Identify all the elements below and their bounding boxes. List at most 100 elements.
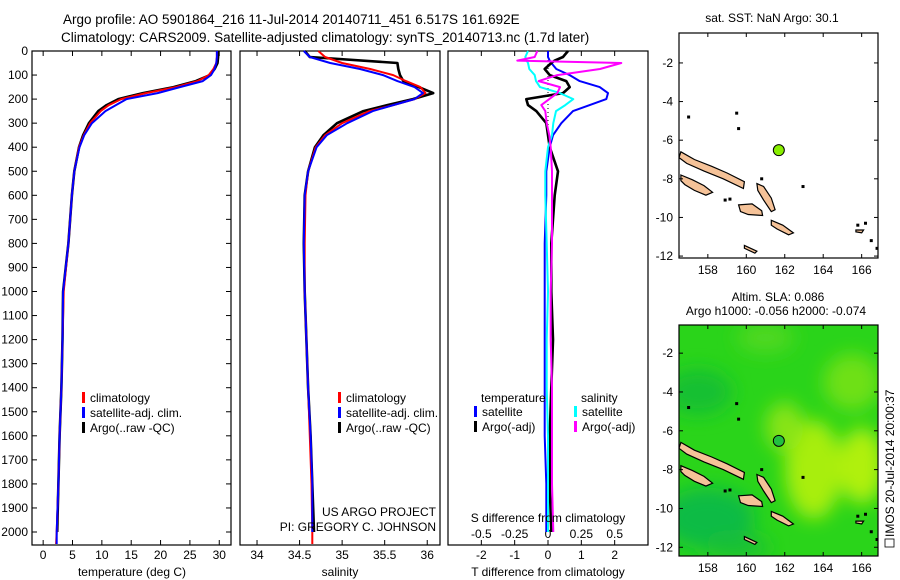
- climatology-legend-label: climatology: [90, 391, 150, 405]
- small-island: [687, 406, 691, 409]
- x-tick-label: -2: [476, 548, 487, 562]
- salinity-panel-frame: [239, 50, 441, 546]
- satellite-legend-swatch: [82, 407, 85, 418]
- small-island: [760, 177, 764, 181]
- latitude-tick-label: -2: [662, 346, 673, 360]
- depth-tick-label: 1900: [1, 501, 28, 515]
- argo-legend-label: Argo(..raw -QC): [90, 421, 175, 435]
- svg-text:IMOS 20-Jul-2014 20:00:37: IMOS 20-Jul-2014 20:00:37: [883, 389, 897, 537]
- latitude-tick-label: -4: [662, 95, 673, 109]
- map-frame: [678, 324, 879, 557]
- imos-stamp: IMOS 20-Jul-2014 20:00:37: [883, 389, 897, 548]
- depth-tick-label: 400: [8, 140, 28, 154]
- longitude-tick-label: 162: [775, 561, 795, 575]
- x-tick-label: 0: [545, 548, 552, 562]
- longitude-tick-label: 162: [775, 263, 795, 277]
- difference-series-line: [516, 50, 623, 533]
- island-landmass: [756, 182, 776, 213]
- satellite-legend-label: satellite-adj. clim.: [346, 406, 438, 420]
- island-landmass: [855, 229, 865, 234]
- small-island: [760, 468, 764, 472]
- depth-tick-label: 1100: [2, 309, 28, 323]
- small-island: [728, 197, 732, 201]
- t-diff-axis-label: T difference from climatology: [471, 565, 625, 579]
- depth-tick-label: 300: [8, 116, 28, 130]
- sst-map-title: sat. SST: NaN Argo: 30.1: [705, 11, 839, 25]
- sla-field: [679, 325, 878, 556]
- island-landmass: [743, 244, 758, 254]
- small-island: [856, 514, 860, 518]
- satellite-legend-swatch: [338, 407, 341, 418]
- small-island: [801, 185, 805, 189]
- longitude-tick-label: 160: [736, 263, 756, 277]
- depth-tick-label: 1000: [1, 285, 28, 299]
- argo-legend-label: Argo(..raw -QC): [346, 421, 431, 435]
- island-landmass: [855, 520, 865, 525]
- sst-map: [679, 33, 878, 258]
- sla-map-title: Altim. SLA: 0.086: [732, 290, 825, 304]
- sla-anomaly-patch: [838, 427, 878, 504]
- x-tick-label: 2: [611, 548, 618, 562]
- s-diff-tick-label: 0: [545, 527, 552, 541]
- sla-anomaly-patch: [737, 325, 795, 353]
- pi-credit: PI: GREGORY C. JOHNSON: [280, 520, 436, 534]
- small-island: [801, 475, 805, 479]
- climatology-legend-swatch: [338, 392, 341, 403]
- figure-title-line2: Climatology: CARS2009. Satellite-adjuste…: [61, 30, 589, 45]
- map-frame: [678, 32, 879, 259]
- depth-tick-label: 700: [8, 212, 28, 226]
- sla-anomaly-patch: [702, 535, 771, 556]
- s-diff-tick-label: -0.5: [471, 527, 492, 541]
- difference-series-line: [524, 50, 575, 532]
- latitude-tick-label: -8: [662, 172, 673, 186]
- x-tick-label: 25: [183, 548, 197, 562]
- x-tick-label: 35: [335, 548, 349, 562]
- x-tick-label: 36: [421, 548, 435, 562]
- difference-series-line: [525, 50, 571, 533]
- depth-tick-label: 100: [8, 68, 28, 82]
- x-tick-label: 5: [69, 548, 76, 562]
- small-island: [737, 417, 741, 421]
- x-tick-label: 0: [40, 548, 47, 562]
- depth-tick-label: 2000: [1, 525, 28, 539]
- sla-anomaly-patch: [679, 369, 733, 415]
- latitude-tick-label: -12: [656, 249, 674, 263]
- latitude-tick-label: -6: [662, 133, 673, 147]
- small-island: [723, 489, 727, 493]
- depth-tick-label: 1800: [1, 477, 28, 491]
- small-island: [864, 221, 868, 225]
- depth-tick-label: 600: [8, 188, 28, 202]
- latitude-tick-label: -10: [656, 210, 674, 224]
- island-landmass: [737, 203, 764, 217]
- small-island: [735, 402, 739, 406]
- sla-anomaly-patch: [765, 402, 804, 452]
- s-argo-legend-swatch: [574, 421, 577, 432]
- x-tick-label: 1: [578, 548, 585, 562]
- small-island: [875, 538, 878, 541]
- s-argo-legend-label: Argo(-adj): [582, 420, 635, 434]
- depth-tick-label: 800: [8, 236, 28, 250]
- latitude-tick-label: -4: [662, 385, 673, 399]
- x-tick-label: 10: [95, 548, 109, 562]
- depth-tick-label: 1600: [1, 429, 28, 443]
- small-island: [869, 239, 873, 243]
- project-credit: US ARGO PROJECT: [322, 505, 437, 519]
- sla-map-subtitle: Argo h1000: -0.056 h2000: -0.074: [686, 304, 866, 318]
- longitude-tick-label: 166: [852, 263, 872, 277]
- s-satellite-legend-swatch: [574, 406, 577, 417]
- legend-salinity-header: salinity: [581, 391, 618, 405]
- small-island: [875, 246, 878, 250]
- longitude-tick-label: 164: [813, 561, 833, 575]
- longitude-tick-label: 160: [736, 561, 756, 575]
- longitude-tick-label: 166: [852, 561, 872, 575]
- x-tick-label: 35.5: [373, 548, 397, 562]
- s-diff-axis-label: S difference from climatology: [471, 511, 626, 525]
- x-tick-label: 34: [250, 548, 264, 562]
- salinity-axis-label: salinity: [322, 565, 359, 579]
- small-island: [856, 223, 860, 227]
- depth-tick-label: 1200: [1, 333, 28, 347]
- t-satellite-legend-label: satellite: [482, 405, 523, 419]
- latitude-tick-label: -6: [662, 424, 673, 438]
- t-argo-legend-label: Argo(-adj): [482, 420, 535, 434]
- climatology-legend-swatch: [82, 392, 85, 403]
